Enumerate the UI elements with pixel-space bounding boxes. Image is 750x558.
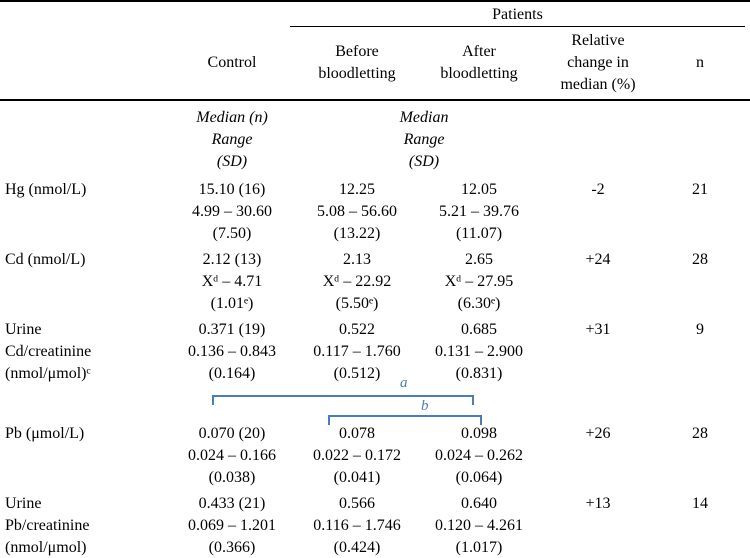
col-header-before-bloodletting: Before bloodletting: [318, 43, 396, 82]
cell-control: 0.070 (20) 0.024 – 0.166 (0.038): [188, 425, 276, 486]
cell-n: 28: [692, 251, 708, 268]
row-label: Hg (nmol/L): [5, 181, 87, 198]
cell-before-bloodletting: 2.13 Xᵈ – 22.92 (5.50ᵉ): [322, 251, 392, 312]
row-label: Cd (nmol/L): [5, 251, 86, 268]
cell-n: 9: [696, 321, 704, 338]
subheader-patients-stats: Median Range (SD): [399, 109, 449, 170]
table-row: Hg (nmol/L) 15.10 (16) 4.99 – 30.60 (7.5…: [0, 179, 750, 245]
table-row: Urine Cd/creatinine (nmol/μmol)ᶜ 0.371 (…: [0, 319, 750, 385]
comparison-bracket-a: [212, 395, 474, 405]
comparison-bracket-b: [328, 415, 482, 425]
cell-n: 21: [692, 181, 708, 198]
cell-relative-change: -2: [591, 181, 605, 198]
cell-n: 28: [692, 425, 708, 442]
cell-n: 14: [692, 495, 708, 512]
table-row: Cd (nmol/L) 2.12 (13) Xᵈ – 4.71 (1.01ᵉ) …: [0, 249, 750, 315]
cell-control: 0.371 (19) 0.136 – 0.843 (0.164): [188, 321, 276, 382]
cell-relative-change: +13: [585, 495, 611, 512]
subheader-control-stats: Median (n) Range (SD): [196, 109, 268, 170]
cell-after-bloodletting: 12.05 5.21 – 39.76 (11.07): [439, 181, 519, 242]
col-header-n: n: [696, 54, 704, 71]
patients-header-row: Patients: [0, 4, 750, 27]
cell-relative-change: +24: [585, 251, 611, 268]
cell-control: 2.12 (13) Xᵈ – 4.71 (1.01ᵉ): [201, 251, 263, 312]
cell-after-bloodletting: 0.098 0.024 – 0.262 (0.064): [435, 425, 523, 486]
col-header-control: Control: [207, 54, 257, 71]
table-header: Patients Control Before bloodletting Aft…: [0, 0, 750, 101]
cell-relative-change: +26: [585, 425, 611, 442]
row-label: Pb (μmol/L): [5, 425, 85, 442]
cell-after-bloodletting: 0.685 0.131 – 2.900 (0.831): [435, 321, 523, 382]
cell-after-bloodletting: 0.640 0.120 – 4.261 (1.017): [435, 495, 523, 556]
cell-after-bloodletting: 2.65 Xᵈ – 27.95 (6.30ᵉ): [444, 251, 514, 312]
cell-before-bloodletting: 0.078 0.022 – 0.172 (0.041): [313, 425, 401, 486]
table-row: Pb (μmol/L) 0.070 (20) 0.024 – 0.166 (0.…: [0, 423, 750, 489]
column-header-row: Control Before bloodletting After bloodl…: [0, 27, 750, 99]
cell-before-bloodletting: 0.566 0.116 – 1.746 (0.424): [313, 495, 401, 556]
table-body: Hg (nmol/L) 15.10 (16) 4.99 – 30.60 (7.5…: [0, 179, 750, 558]
bracket-a-label: a: [400, 375, 408, 391]
statistic-subheader-row: Median (n) Range (SD) Median Range (SD): [0, 101, 750, 179]
cell-control: 0.433 (21) 0.069 – 1.201 (0.366): [188, 495, 276, 556]
table-row: Urine Pb/creatinine (nmol/μmol) 0.433 (2…: [0, 493, 750, 558]
bracket-b-label: b: [421, 398, 429, 414]
patients-group-header: Patients: [290, 4, 745, 27]
cell-control: 15.10 (16) 4.99 – 30.60 (7.50): [192, 181, 272, 242]
row-label: Urine Cd/creatinine (nmol/μmol)ᶜ: [5, 321, 92, 382]
cell-before-bloodletting: 0.522 0.117 – 1.760 (0.512): [313, 321, 401, 382]
subheader-empty: [0, 107, 162, 173]
col-header-after-bloodletting: After bloodletting: [440, 43, 518, 82]
col-header-relative-change: Relative change in median (%): [560, 32, 636, 93]
cell-before-bloodletting: 12.25 5.08 – 56.60 (13.22): [317, 181, 397, 242]
cell-relative-change: +31: [585, 321, 611, 338]
col-header-rowlabel: [0, 29, 162, 97]
row-label: Urine Pb/creatinine (nmol/μmol): [5, 495, 90, 556]
significance-brackets: a b: [0, 376, 750, 425]
